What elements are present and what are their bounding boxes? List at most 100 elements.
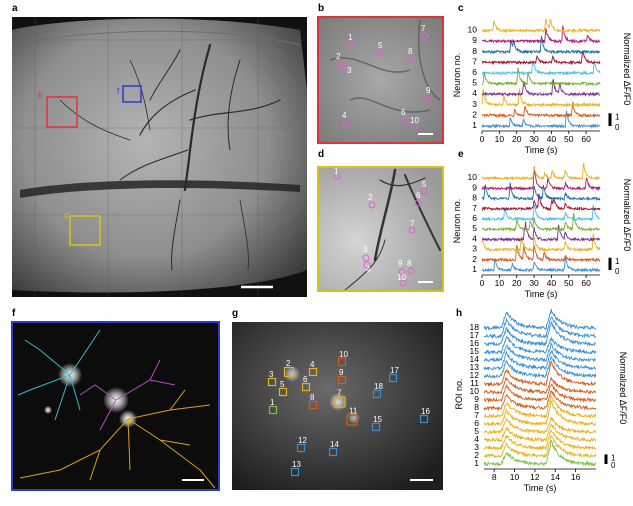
panel-d-roi-label: 1	[334, 167, 339, 176]
panel-g-roi-box	[346, 414, 358, 426]
panel-g-roi-label: 8	[310, 393, 315, 402]
panel-b-roi-label: 8	[408, 47, 413, 56]
panel-b-roi-marker	[407, 56, 415, 64]
x-axis-label: Time (s)	[524, 483, 557, 493]
x-tick-label: 60	[581, 134, 591, 144]
series-trace	[483, 341, 597, 363]
series-trace	[483, 434, 597, 459]
x-tick-label: 0	[480, 278, 485, 288]
series-trace	[481, 203, 601, 222]
panel-b-roi-label: 7	[421, 24, 426, 33]
panel-g-roi-box	[278, 387, 288, 397]
x-tick-label: 50	[564, 278, 574, 288]
series-trace	[481, 88, 601, 108]
panel-b-roi-label: 9	[426, 86, 431, 95]
series-trace	[483, 400, 597, 427]
region-box-b	[46, 96, 78, 128]
series-label: 9	[474, 394, 479, 404]
panel-g-roi-box	[337, 357, 347, 367]
panel-g-roi-label: 16	[421, 407, 430, 416]
region-label-b: b	[38, 91, 43, 100]
series-label: 10	[468, 25, 478, 35]
series-trace	[481, 162, 601, 181]
panel-f-image	[11, 321, 220, 491]
panel-label-g: g	[232, 308, 238, 319]
series-trace	[483, 422, 597, 443]
series-label: 18	[470, 322, 480, 332]
panel-g-roi-box	[419, 414, 429, 424]
panel-b-roi-label: 2	[336, 52, 341, 61]
x-tick-label: 16	[571, 472, 581, 482]
x-tick-label: 40	[547, 134, 557, 144]
panel-b-roi-marker	[421, 32, 429, 40]
series-trace	[481, 255, 601, 273]
series-label: 8	[472, 193, 477, 203]
panel-d-roi-label: 7	[410, 219, 415, 228]
x-tick-label: 60	[581, 278, 591, 288]
panel-b-roi-label: 6	[401, 108, 406, 117]
x-tick-label: 10	[510, 472, 520, 482]
series-label: 1	[472, 264, 477, 274]
panel-a-image: b f d	[12, 17, 307, 297]
x-tick-label: 8	[492, 472, 497, 482]
panel-d-roi-label: 4	[366, 265, 371, 274]
panel-label-a: a	[12, 3, 18, 14]
panel-g-roi-box	[296, 443, 306, 453]
series-label: 6	[472, 67, 477, 77]
series-label: 2	[472, 254, 477, 264]
series-trace	[483, 376, 597, 395]
series-label: 17	[470, 330, 480, 340]
x-tick-label: 50	[564, 134, 574, 144]
panel-d-roi-label: 2	[368, 193, 373, 202]
panel-g-roi-label: 11	[349, 407, 358, 416]
series-label: 8	[474, 402, 479, 412]
region-box-d	[69, 215, 101, 246]
panel-g-roi-label: 3	[269, 370, 274, 379]
series-label: 8	[472, 46, 477, 56]
panel-g-roi-box	[372, 389, 382, 399]
panel-d-roi-marker	[333, 172, 341, 180]
panel-g-roi-label: 14	[330, 440, 339, 449]
panel-g-roi-label: 9	[339, 368, 344, 377]
series-trace	[481, 49, 601, 66]
sinus-vessel	[20, 180, 300, 198]
panel-label-b: b	[318, 3, 324, 14]
dendrite-traces	[17, 329, 216, 489]
series-label: 4	[472, 88, 477, 98]
panel-b-roi-marker	[401, 117, 409, 125]
panel-g-roi-box	[267, 377, 277, 387]
x-axis-label: Time (s)	[525, 289, 558, 299]
region-box-f	[122, 85, 142, 103]
panel-label-c: c	[458, 3, 464, 14]
panel-g-roi-label: 15	[373, 415, 382, 424]
right-axis-label: Normalized ΔF/F0	[622, 33, 632, 106]
x-tick-label: 0	[480, 134, 485, 144]
series-label: 5	[474, 426, 479, 436]
series-label: 1	[472, 120, 477, 130]
panel-label-e: e	[458, 149, 464, 160]
panel-b-roi-marker	[346, 41, 354, 49]
x-tick-label: 12	[530, 472, 540, 482]
series-label: 4	[474, 434, 479, 444]
series-label: 7	[474, 410, 479, 420]
series-trace	[481, 78, 601, 97]
panel-g-roi-box	[337, 375, 347, 385]
panel-d-roi-marker	[363, 261, 371, 269]
series-trace	[483, 335, 597, 355]
panel-g-roi-box	[328, 447, 338, 457]
scale-bar-bottom-label: 0	[615, 267, 620, 276]
panel-b-roi-marker	[376, 49, 384, 57]
x-tick-label: 20	[512, 278, 522, 288]
series-trace	[481, 233, 601, 253]
x-tick-label: 14	[551, 472, 561, 482]
panel-g-roi-label: 1	[270, 398, 275, 407]
series-trace	[481, 110, 601, 129]
series-trace	[483, 429, 597, 451]
panel-g-roi-box	[334, 396, 346, 408]
series-label: 16	[470, 338, 480, 348]
panel-d-roi-label: 3	[363, 245, 368, 254]
series-label: 3	[472, 99, 477, 109]
